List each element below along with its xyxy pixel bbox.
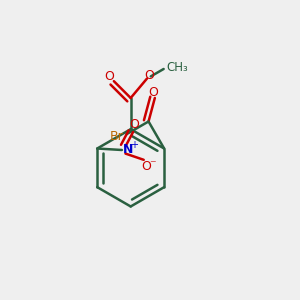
Text: CH₃: CH₃	[166, 61, 188, 74]
Text: O: O	[104, 70, 114, 83]
Text: O: O	[144, 69, 154, 82]
Text: O: O	[141, 160, 151, 173]
Text: ⁻: ⁻	[149, 158, 155, 171]
Text: Br: Br	[110, 130, 123, 143]
Text: +: +	[130, 140, 138, 150]
Text: O: O	[148, 86, 158, 99]
Text: N: N	[123, 142, 133, 156]
Text: O: O	[129, 118, 139, 131]
